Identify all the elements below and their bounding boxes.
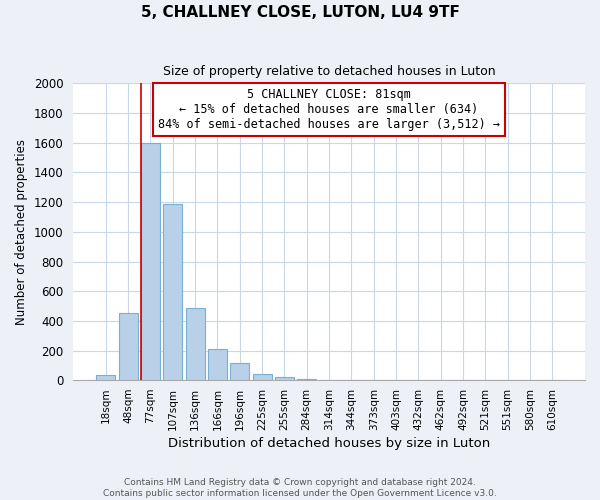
Bar [119,312,137,380]
Text: 5 CHALLNEY CLOSE: 81sqm
← 15% of detached houses are smaller (634)
84% of semi-d: 5 CHALLNEY CLOSE: 81sqm ← 15% of detache… [158,88,500,131]
Bar [208,349,227,380]
Y-axis label: Number of detached properties: Number of detached properties [15,139,28,325]
Bar [163,204,182,380]
Bar [253,374,272,380]
Text: Contains HM Land Registry data © Crown copyright and database right 2024.
Contai: Contains HM Land Registry data © Crown c… [103,478,497,498]
Bar [185,308,205,380]
Bar [297,379,316,380]
Bar [230,363,249,380]
X-axis label: Distribution of detached houses by size in Luton: Distribution of detached houses by size … [168,437,490,450]
Text: 5, CHALLNEY CLOSE, LUTON, LU4 9TF: 5, CHALLNEY CLOSE, LUTON, LU4 9TF [140,5,460,20]
Bar [141,142,160,380]
Bar [96,375,115,380]
Title: Size of property relative to detached houses in Luton: Size of property relative to detached ho… [163,65,496,78]
Bar [275,378,294,380]
